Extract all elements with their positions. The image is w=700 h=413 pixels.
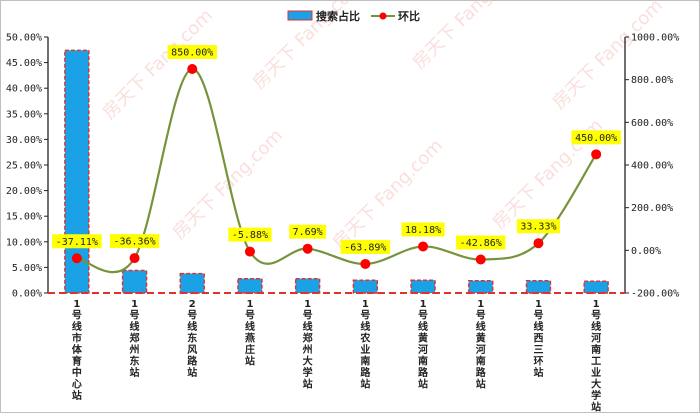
data-label: -63.89%	[344, 242, 386, 253]
ratio-point	[187, 64, 198, 74]
bar-series	[64, 49, 609, 294]
bar	[294, 277, 321, 294]
data-label: 7.69%	[293, 227, 323, 238]
right-tick-label: 0.00%	[631, 246, 661, 257]
category-label: 1 号线农业南路站	[359, 299, 371, 391]
data-label: -42.86%	[460, 238, 502, 249]
data-label-box	[571, 130, 621, 145]
data-label: 450.00%	[575, 133, 617, 144]
category-label: 1 号线河南工业大学站	[591, 299, 601, 413]
data-label-box	[52, 234, 102, 249]
data-labels: -37.11% -36.36% 850.00% -5.88% 7.69% -63.89% 1…	[52, 45, 621, 254]
right-tick-label: 600.00%	[631, 118, 673, 129]
bar	[64, 49, 90, 294]
category-label: 2 号线东风路站	[187, 299, 198, 379]
left-tick-label: 40.00%	[6, 84, 42, 95]
ratio-point	[418, 241, 429, 252]
category-label: 1 号线市体育中心站	[72, 299, 83, 402]
bar	[352, 279, 379, 294]
data-label-box	[456, 235, 506, 250]
ratio-point	[129, 253, 140, 264]
legend: 搜索占比 环比	[287, 9, 420, 23]
right-y-axis: -200.00% 0.00% 200.00% 400.00% 600.00% 800.00…	[624, 33, 679, 300]
data-label: 33.33%	[520, 222, 556, 233]
right-tick-label: 1000.00%	[631, 33, 679, 44]
data-label: 850.00%	[171, 48, 213, 59]
data-label: -5.88%	[232, 230, 268, 241]
left-tick-label: 50.00%	[6, 33, 42, 44]
line-series	[71, 64, 602, 274]
data-label-box	[167, 45, 217, 59]
bar	[525, 280, 552, 294]
bar	[237, 277, 263, 294]
data-label-box	[340, 239, 391, 254]
data-label: -37.11%	[56, 237, 98, 248]
ratio-point	[360, 258, 371, 269]
category-label: 1 号线燕庄站	[245, 299, 255, 368]
legend-line-label: 环比	[398, 9, 420, 23]
bar	[410, 279, 436, 294]
bar	[468, 280, 494, 294]
left-tick-label: 30.00%	[6, 135, 42, 146]
legend-bar-label: 搜索占比	[316, 9, 360, 23]
ratio-point	[244, 246, 255, 257]
bar	[121, 269, 148, 294]
right-tick-label: 200.00%	[631, 203, 673, 214]
left-tick-label: 5.00%	[12, 263, 42, 274]
right-tick-label: -200.00%	[631, 289, 679, 300]
ratio-point	[71, 253, 82, 264]
data-label: 18.18%	[405, 225, 441, 236]
data-label-box	[516, 219, 561, 234]
left-y-axis: 0.00% 5.00% 10.00% 15.00% 20.00% 25.00% 30.00%…	[6, 33, 49, 300]
legend-line-marker	[379, 12, 387, 20]
ratio-point	[591, 149, 602, 160]
left-tick-label: 20.00%	[6, 186, 42, 197]
left-tick-label: 45.00%	[6, 58, 42, 69]
data-label-box	[289, 224, 327, 239]
ratio-point	[475, 254, 486, 265]
category-labels: 1 号线市体育中心站 1 号线郑州东站 2 号线东风路站 1 号线燕庄站 1 号线郑州大学站 1 号线…	[72, 299, 601, 413]
data-label-box	[401, 222, 445, 237]
ratio-line-path	[76, 67, 598, 274]
left-tick-label: 15.00%	[6, 212, 42, 223]
right-tick-label: 800.00%	[631, 75, 673, 86]
category-label: 1 号线黄河南路站	[476, 299, 487, 391]
bar	[179, 272, 205, 294]
left-tick-label: 25.00%	[6, 161, 42, 172]
ratio-point	[302, 243, 313, 254]
ratio-point	[533, 238, 544, 249]
bar	[583, 280, 609, 294]
category-label: 1 号线郑州东站	[129, 299, 140, 379]
data-label-box	[228, 227, 272, 242]
category-label: 1 号线郑州大学站	[302, 299, 313, 391]
legend-bar-swatch	[287, 10, 313, 21]
category-label: 1 号线西三环站	[533, 299, 543, 379]
right-tick-label: 400.00%	[631, 161, 673, 172]
left-tick-label: 0.00%	[12, 289, 42, 300]
data-label: -36.36%	[113, 237, 155, 248]
left-tick-label: 10.00%	[6, 237, 42, 248]
left-tick-label: 35.00%	[6, 109, 42, 120]
data-label-box	[109, 234, 160, 249]
category-label: 1 号线黄河南路站	[418, 299, 429, 391]
